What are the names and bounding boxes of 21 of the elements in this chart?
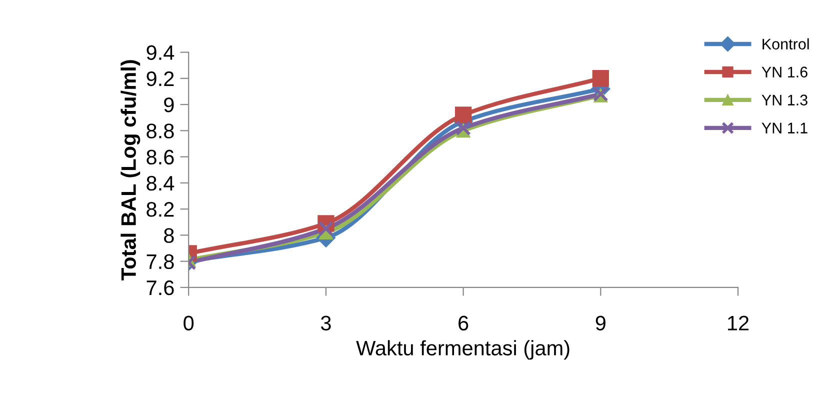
y-tick-label: 9 [164, 98, 174, 112]
y-tick-label: 8 [164, 228, 174, 243]
legend-label: Kontrol [762, 38, 809, 50]
legend-label: YN 1.1 [762, 122, 808, 134]
y-tick-label: 7.6 [146, 280, 174, 296]
x-tick-label: 6 [458, 316, 468, 331]
y-tick-label: 9.2 [146, 71, 174, 86]
x-tick-label: 9 [596, 316, 606, 331]
y-tick-label: 8.6 [146, 150, 174, 165]
x-tick-label: 12 [728, 316, 749, 330]
x-axis-title: Waktu fermentasi (jam) [356, 340, 570, 360]
y-tick-label: 9.4 [146, 45, 174, 60]
y-tick-label: 8.4 [146, 176, 174, 191]
legend-label: YN 1.6 [762, 66, 808, 78]
y-tick-label: 8.2 [146, 202, 174, 217]
y-tick-label: 8.8 [146, 124, 174, 138]
legend-label: YN 1.3 [762, 94, 808, 106]
x-tick-label: 3 [320, 316, 331, 331]
y-tick-label: 7.8 [146, 254, 174, 270]
y-axis-title: Total BAL (Log cfu/ml) [120, 60, 140, 280]
x-tick-label: 0 [184, 316, 194, 331]
